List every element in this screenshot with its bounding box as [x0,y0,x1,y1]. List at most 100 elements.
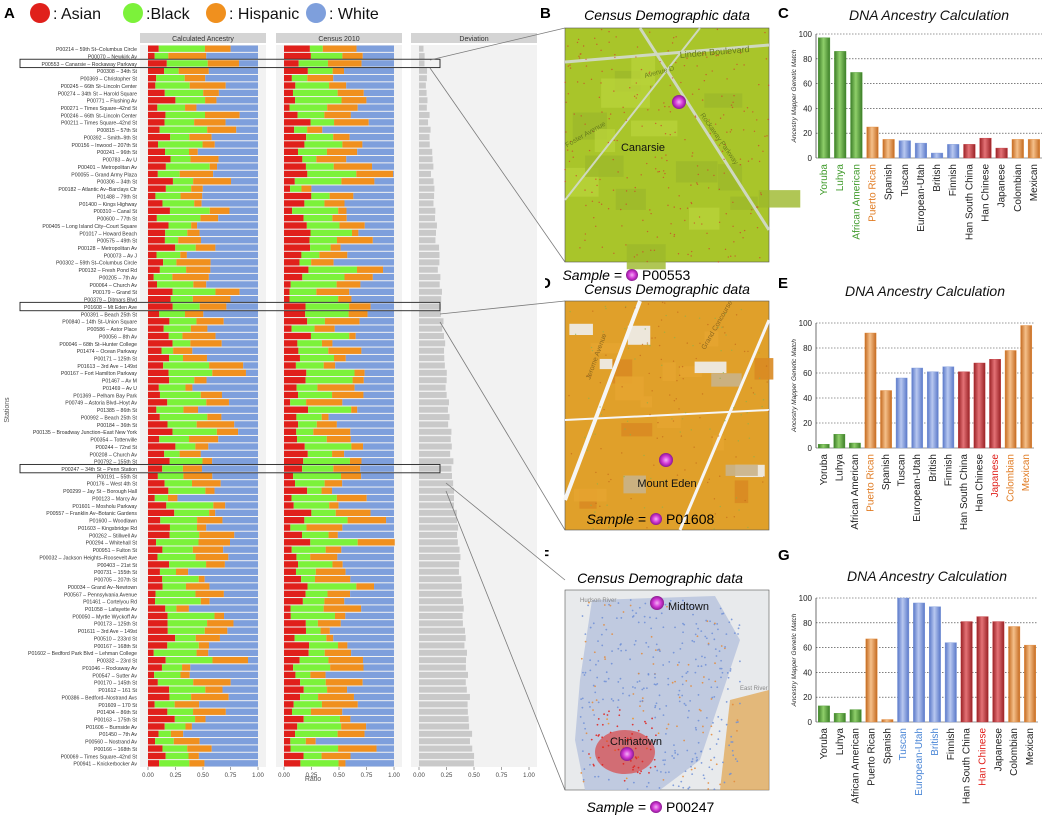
deviation-bar [419,75,427,82]
map-f-dot [726,688,729,690]
map-d-dot [658,344,661,347]
station-bar-segment [148,163,166,170]
map-d-block [734,480,749,504]
station-label: P00354 – Tottenville [90,438,137,444]
deviation-bar [419,89,427,96]
station-bar-segment [216,428,239,435]
station-bar-segment [148,384,159,391]
map-b-dot [578,57,581,59]
station-bar-segment [290,738,306,745]
map-f-land-east [720,690,769,790]
map-d-dot [591,349,594,352]
station-bar-segment [363,664,394,671]
map-d-dot [673,336,676,339]
station-bar-segment [159,413,208,421]
station-bar-segment [284,723,298,730]
station-bar-segment [297,148,327,156]
map-f-dot [723,647,726,650]
map-f-dot [722,612,725,615]
station-bar-segment [297,435,327,443]
y-tick-label: 80 [803,619,812,628]
station-label: P01612 – 161 St [98,688,137,694]
category-label: Finnish [943,454,954,486]
deviation-bar [419,576,462,583]
x-tick-label: 0.50 [468,773,480,779]
station-bar-segment [347,686,394,693]
map-b-block [631,55,656,86]
map-b-dot [664,132,667,135]
category-label: Colombian [1006,454,1017,502]
station-bar-segment [185,384,193,391]
map-f-dot [662,626,665,629]
map-d-road [563,300,642,501]
map-f-dot [620,649,623,652]
map-b-dot [583,82,585,85]
map-b-dot [598,201,600,204]
station-bar-segment [332,487,394,494]
map-f-dot [702,774,705,777]
map-f-dot [601,644,604,647]
station-bar-segment [301,575,315,583]
station-bar-segment [337,730,365,738]
x-tick-label: 0.25 [306,773,318,779]
station-bar-segment [310,52,343,60]
map-f-dot [580,698,583,701]
bar-han-chinese [973,362,986,449]
station-bar-segment [341,546,394,553]
station-bar-segment [148,273,154,281]
station-bar-segment [148,435,160,443]
deviation-bar [419,502,454,509]
map-b-dot [684,219,686,222]
station-bar-segment [300,693,319,701]
map-d-sample-prefix: Sample = [586,511,646,527]
station-bar-segment [294,634,327,642]
station-bar-segment [214,487,258,494]
station-label: P01058 – Lafayette Av [85,607,138,613]
station-label: P00241 – 96th St [97,150,138,156]
station-bar-segment [296,413,322,421]
station-label: P00992 – Beach 25th St [81,415,138,421]
map-d-block [725,464,758,476]
deviation-bar [419,605,464,612]
station-bar-segment [148,723,165,730]
station-bar-segment [284,229,311,237]
map-b-dot [585,65,588,67]
station-bar-segment [302,273,345,281]
station-bar-segment [284,281,291,288]
map-b-dot [622,106,624,109]
map-f-dot [653,740,656,743]
station-bar-segment [284,620,306,627]
y-tick-label: 100 [799,30,813,39]
station-bar-segment [342,399,394,406]
map-f-dot [725,723,728,726]
map-d-dot [659,376,662,379]
map-d-block [615,376,644,401]
station-bar-segment [333,634,394,642]
deviation-bar [419,215,436,222]
station-bar-segment [208,443,258,450]
station-bar-segment [148,288,173,295]
station-label: P00073 – Av J [104,253,138,259]
station-bar-segment [302,531,329,539]
map-b-dot [647,109,649,111]
station-bar-segment [148,170,158,178]
station-bar-segment [230,178,258,185]
map-f-dot [717,738,720,741]
station-bar-segment [182,354,207,362]
station-bar-segment [209,362,244,369]
station-label: P00771 – Flushing Av [87,99,138,105]
station-bar-segment [284,715,304,723]
y-tick-label: 80 [803,55,812,64]
deviation-bar [419,362,445,369]
station-bar-segment [209,583,258,590]
station-bar-segment [345,568,394,575]
deviation-bar [419,664,466,671]
map-f-dot [731,741,734,743]
station-bar-segment [284,575,302,583]
map-f-dot [616,706,619,709]
station-bar-segment [338,760,346,767]
map-f-dot [686,670,689,673]
station-bar-segment [284,52,311,60]
station-bar-segment [351,406,358,413]
station-bar-segment [209,207,230,214]
